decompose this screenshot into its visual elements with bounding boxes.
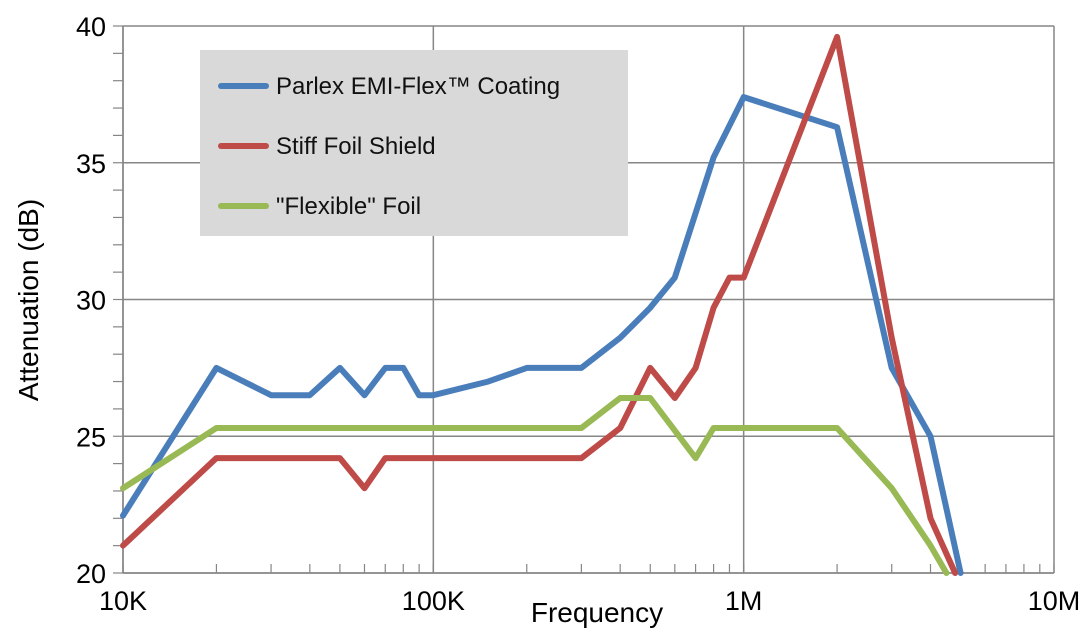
series-line-2 xyxy=(120,395,950,576)
x-tick-label: 10K xyxy=(99,586,147,616)
x-tick-label: 10M xyxy=(1028,586,1081,616)
minor-ticks xyxy=(113,25,1055,574)
series-lines xyxy=(120,33,964,576)
y-tick-label: 20 xyxy=(76,559,106,589)
tick-labels: 20 25 30 35 40 10K 100K 1M 10M xyxy=(76,12,1080,616)
y-tick-label: 35 xyxy=(76,149,106,179)
legend-label-flexible-foil: "Flexible" Foil xyxy=(276,193,421,220)
x-tick-label: 1M xyxy=(725,586,763,616)
legend-label-stiff-foil: Stiff Foil Shield xyxy=(276,133,436,160)
y-tick-label: 40 xyxy=(76,12,106,42)
legend: Parlex EMI-Flex™ Coating Stiff Foil Shie… xyxy=(200,50,628,236)
legend-box xyxy=(200,50,628,236)
y-axis-title: Attenuation (dB) xyxy=(13,199,44,401)
series-line-0 xyxy=(120,94,964,576)
legend-label-parlex: Parlex EMI-Flex™ Coating xyxy=(276,73,560,100)
y-tick-label: 25 xyxy=(76,422,106,452)
series-line-1 xyxy=(120,33,959,576)
x-tick-label: 100K xyxy=(402,586,465,616)
y-tick-label: 30 xyxy=(76,286,106,316)
x-axis-title: Frequency xyxy=(531,597,663,628)
axes xyxy=(122,26,1054,574)
